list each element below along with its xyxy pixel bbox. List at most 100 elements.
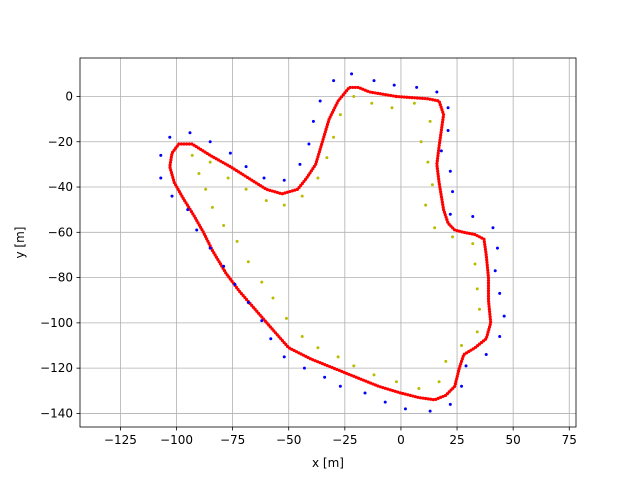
data-point-series-1	[486, 286, 491, 290]
data-point-series-1	[482, 240, 486, 244]
data-point-series-3	[204, 187, 208, 191]
data-point-series-2	[228, 151, 232, 155]
data-point-series-3	[235, 239, 239, 243]
data-point-series-1	[313, 359, 317, 363]
data-point-series-1	[369, 381, 373, 385]
data-point-series-1	[363, 88, 367, 92]
data-point-series-2	[451, 190, 455, 194]
data-point-series-1	[485, 332, 490, 337]
data-point-series-1	[455, 374, 459, 378]
data-point-series-1	[371, 90, 375, 95]
y-tick-label: −60	[48, 225, 73, 239]
data-point-series-1	[486, 276, 491, 280]
data-point-series-1	[406, 393, 410, 397]
data-point-series-1	[439, 192, 443, 196]
data-point-series-1	[429, 397, 433, 401]
x-tick-label: −25	[332, 433, 357, 447]
data-point-series-1	[488, 312, 492, 316]
data-point-series-1	[434, 397, 438, 401]
data-point-series-1	[452, 228, 457, 232]
data-point-series-1	[325, 125, 329, 129]
data-point-series-1	[328, 364, 332, 369]
data-point-series-1	[368, 90, 372, 94]
data-point-series-3	[444, 359, 448, 363]
data-point-series-1	[324, 127, 328, 131]
data-point-series-1	[488, 317, 492, 322]
data-point-series-1	[425, 97, 430, 101]
data-point-series-1	[488, 315, 492, 319]
data-point-series-2	[448, 212, 452, 216]
data-point-series-1	[486, 297, 491, 301]
data-point-series-2	[311, 119, 315, 123]
data-point-series-1	[436, 148, 441, 153]
data-point-series-1	[265, 188, 269, 192]
data-point-series-2	[318, 99, 322, 103]
data-point-series-1	[439, 130, 443, 135]
data-point-series-1	[455, 377, 459, 381]
data-point-series-1	[439, 195, 444, 199]
data-point-series-1	[486, 291, 491, 296]
data-point-series-1	[441, 112, 446, 117]
data-point-series-1	[182, 142, 186, 146]
data-point-series-1	[411, 394, 415, 398]
data-point-series-1	[316, 155, 320, 159]
data-point-series-1	[482, 237, 486, 241]
data-point-series-3	[475, 287, 479, 291]
data-point-series-3	[316, 346, 320, 350]
data-point-series-1	[171, 178, 176, 182]
data-point-series-1	[280, 192, 284, 196]
data-point-series-1	[418, 396, 423, 400]
data-point-series-1	[440, 120, 445, 124]
data-point-series-1	[386, 93, 390, 97]
data-point-series-1	[168, 165, 172, 170]
data-point-series-1	[361, 378, 366, 382]
data-point-series-1	[486, 284, 491, 288]
data-point-series-3	[316, 176, 320, 180]
data-point-series-3	[433, 226, 437, 230]
y-tick-label: −20	[48, 135, 73, 149]
y-axis: 0 −20 −40 −60 −80 −100 −120 −140	[40, 89, 80, 420]
plot-frame	[79, 57, 577, 428]
data-point-series-2	[186, 208, 190, 212]
data-point-series-1	[428, 97, 432, 101]
data-point-series-1	[431, 398, 435, 402]
data-point-series-2	[208, 246, 212, 250]
data-point-series-2	[460, 384, 464, 388]
data-point-series-3	[190, 153, 194, 157]
data-point-series-1	[426, 397, 430, 401]
data-point-series-1	[438, 187, 442, 191]
data-point-series-1	[439, 190, 443, 194]
data-point-series-1	[275, 190, 279, 195]
data-point-series-2	[372, 79, 376, 83]
data-point-series-1	[438, 138, 442, 142]
data-point-series-1	[423, 96, 427, 101]
data-point-series-1	[484, 255, 489, 259]
data-point-series-1	[330, 365, 334, 370]
y-tick-label: −100	[40, 316, 73, 330]
data-point-series-2	[415, 85, 419, 89]
data-point-series-1	[440, 200, 444, 204]
data-point-series-2	[307, 142, 311, 146]
data-point-series-1	[439, 128, 444, 132]
data-point-series-2	[446, 128, 450, 132]
data-point-series-1	[315, 157, 319, 161]
data-point-series-1	[397, 95, 401, 99]
data-point-series-1	[171, 175, 175, 180]
data-point-series-1	[483, 245, 487, 249]
data-point-series-1	[400, 95, 404, 99]
data-point-series-2	[168, 135, 172, 139]
data-point-series-3	[336, 355, 340, 359]
data-point-series-1	[278, 191, 282, 195]
data-point-series-1	[485, 265, 490, 270]
data-point-series-1	[485, 260, 489, 264]
y-tick-label: 0	[65, 89, 73, 103]
data-point-series-2	[246, 300, 250, 304]
data-point-series-1	[356, 85, 360, 90]
data-point-series-1	[169, 158, 173, 162]
data-point-series-1	[340, 369, 344, 374]
y-tick-label: −80	[48, 271, 73, 285]
data-point-series-2	[269, 337, 273, 341]
data-point-series-1	[457, 367, 461, 371]
data-point-series-1	[418, 96, 422, 100]
